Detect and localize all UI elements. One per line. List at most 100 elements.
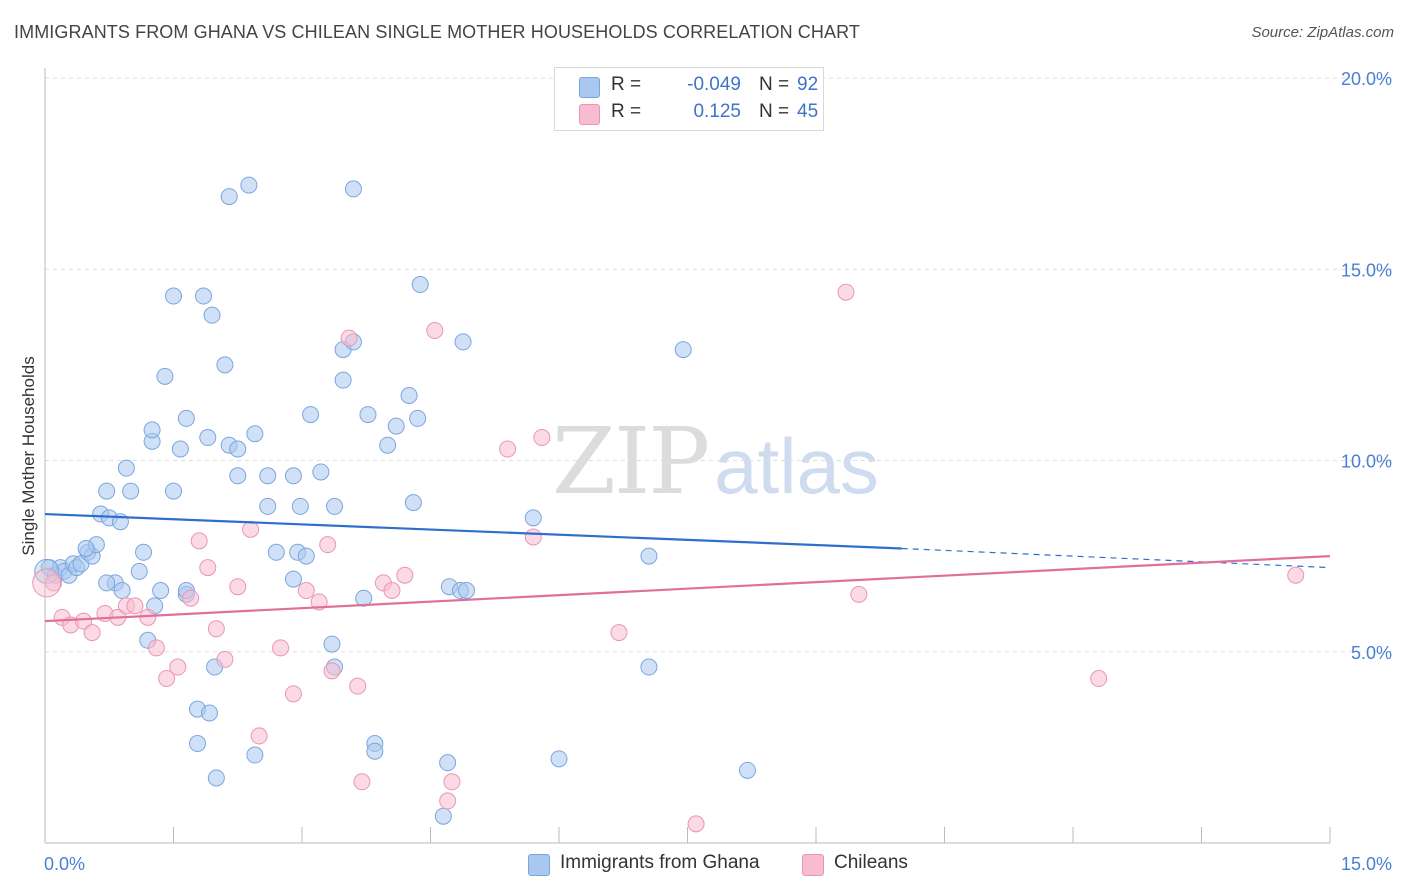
legend-label-chile: Chileans xyxy=(834,852,908,873)
ghana-point xyxy=(259,497,277,515)
ghana-point xyxy=(188,735,206,753)
chile-point xyxy=(323,662,341,680)
source-credit: Source: ZipAtlas.com xyxy=(1251,24,1394,41)
ghana-point xyxy=(259,467,277,485)
chile-point xyxy=(190,532,208,550)
ghana-point xyxy=(454,333,472,351)
series-ghana-points xyxy=(34,176,756,825)
legend-r-value: -0.049 xyxy=(687,74,741,95)
x-tick-label: 15.0% xyxy=(1341,854,1392,874)
chile-point xyxy=(242,520,260,538)
ghana-point xyxy=(457,582,475,600)
chile-point xyxy=(45,574,63,592)
chile-point xyxy=(207,620,225,638)
legend-label-ghana: Immigrants from Ghana xyxy=(560,852,760,873)
ghana-point xyxy=(312,463,330,481)
trend-line-chile xyxy=(44,555,1331,623)
ghana-point xyxy=(302,406,320,424)
chile-point xyxy=(349,677,367,695)
ghana-point xyxy=(334,371,352,389)
ghana-point xyxy=(229,467,247,485)
chile-point xyxy=(850,585,868,603)
ghana-point xyxy=(246,746,264,764)
ghana-point xyxy=(524,509,542,527)
chile-point xyxy=(169,658,187,676)
chile-point xyxy=(340,329,358,347)
chile-point xyxy=(182,589,200,607)
chile-point xyxy=(147,639,165,657)
ghana-point xyxy=(284,570,302,588)
ghana-point xyxy=(326,497,344,515)
chile-point xyxy=(32,568,62,598)
grid-lines xyxy=(45,77,1392,653)
legend-r-label: R = xyxy=(611,74,642,95)
ghana-point xyxy=(77,539,95,557)
watermark-atlas: atlas xyxy=(714,422,879,510)
chile-point xyxy=(272,639,290,657)
ghana-point xyxy=(117,459,135,477)
chile-point xyxy=(426,321,444,339)
axes xyxy=(44,68,1331,844)
ghana-point xyxy=(284,467,302,485)
ghana-point xyxy=(113,582,131,600)
legend-n-label: N = xyxy=(759,74,790,95)
ghana-point xyxy=(199,429,217,447)
legend-r-value: 0.125 xyxy=(693,101,741,122)
ghana-point xyxy=(130,562,148,580)
ghana-point xyxy=(207,769,225,787)
ghana-point xyxy=(135,543,153,561)
ghana-point xyxy=(165,287,182,305)
ghana-point xyxy=(98,574,116,592)
ghana-point xyxy=(194,287,212,305)
legend-n-label: N = xyxy=(759,101,790,122)
chile-point xyxy=(687,815,705,833)
chile-point xyxy=(443,773,461,791)
y-tick-label: 5.0% xyxy=(1351,643,1392,663)
ghana-point xyxy=(177,409,195,427)
legend-swatch-ghana xyxy=(528,854,550,876)
ghana-point xyxy=(411,276,429,294)
ghana-point xyxy=(156,367,174,385)
chile-point xyxy=(524,528,542,546)
ghana-point xyxy=(203,306,221,324)
legend-swatch-chile xyxy=(579,104,600,125)
ghana-point xyxy=(640,658,658,676)
ghana-point xyxy=(246,425,264,443)
x-tick-label: 0.0% xyxy=(44,854,85,874)
watermark: ZIPatlas xyxy=(552,408,879,515)
legend-n-value: 92 xyxy=(797,74,819,95)
chart-title: IMMIGRANTS FROM GHANA VS CHILEAN SINGLE … xyxy=(14,22,860,42)
chile-point xyxy=(610,624,628,642)
chile-point xyxy=(533,429,551,447)
ghana-point xyxy=(434,807,452,825)
ghana-point xyxy=(267,543,285,561)
chile-point xyxy=(158,670,176,688)
chile-point xyxy=(216,650,234,668)
ghana-point xyxy=(640,547,658,565)
ghana-point xyxy=(355,589,373,607)
ghana-point xyxy=(122,482,140,500)
chile-point xyxy=(1287,566,1305,584)
tick-labels: 5.0% 10.0% 15.0% 20.0% 0.0% 15.0% xyxy=(44,69,1392,874)
ghana-point xyxy=(387,417,405,435)
ghana-point xyxy=(98,482,116,500)
chile-point xyxy=(383,582,401,600)
y-tick-label: 10.0% xyxy=(1341,452,1392,472)
chile-point xyxy=(75,612,93,630)
chile-point xyxy=(439,792,457,810)
trend-lines xyxy=(44,512,1331,623)
y-tick-label: 20.0% xyxy=(1341,69,1392,89)
chile-point xyxy=(353,773,371,791)
ghana-point xyxy=(220,188,238,206)
chile-point xyxy=(319,536,337,554)
ghana-point xyxy=(297,547,315,565)
chile-point xyxy=(126,597,144,615)
ghana-point xyxy=(674,341,692,359)
ghana-point xyxy=(323,635,341,653)
ghana-point xyxy=(404,494,422,512)
ghana-point xyxy=(216,356,234,374)
ghana-point xyxy=(165,482,182,500)
chile-point xyxy=(284,685,302,703)
ghana-point xyxy=(379,436,397,454)
